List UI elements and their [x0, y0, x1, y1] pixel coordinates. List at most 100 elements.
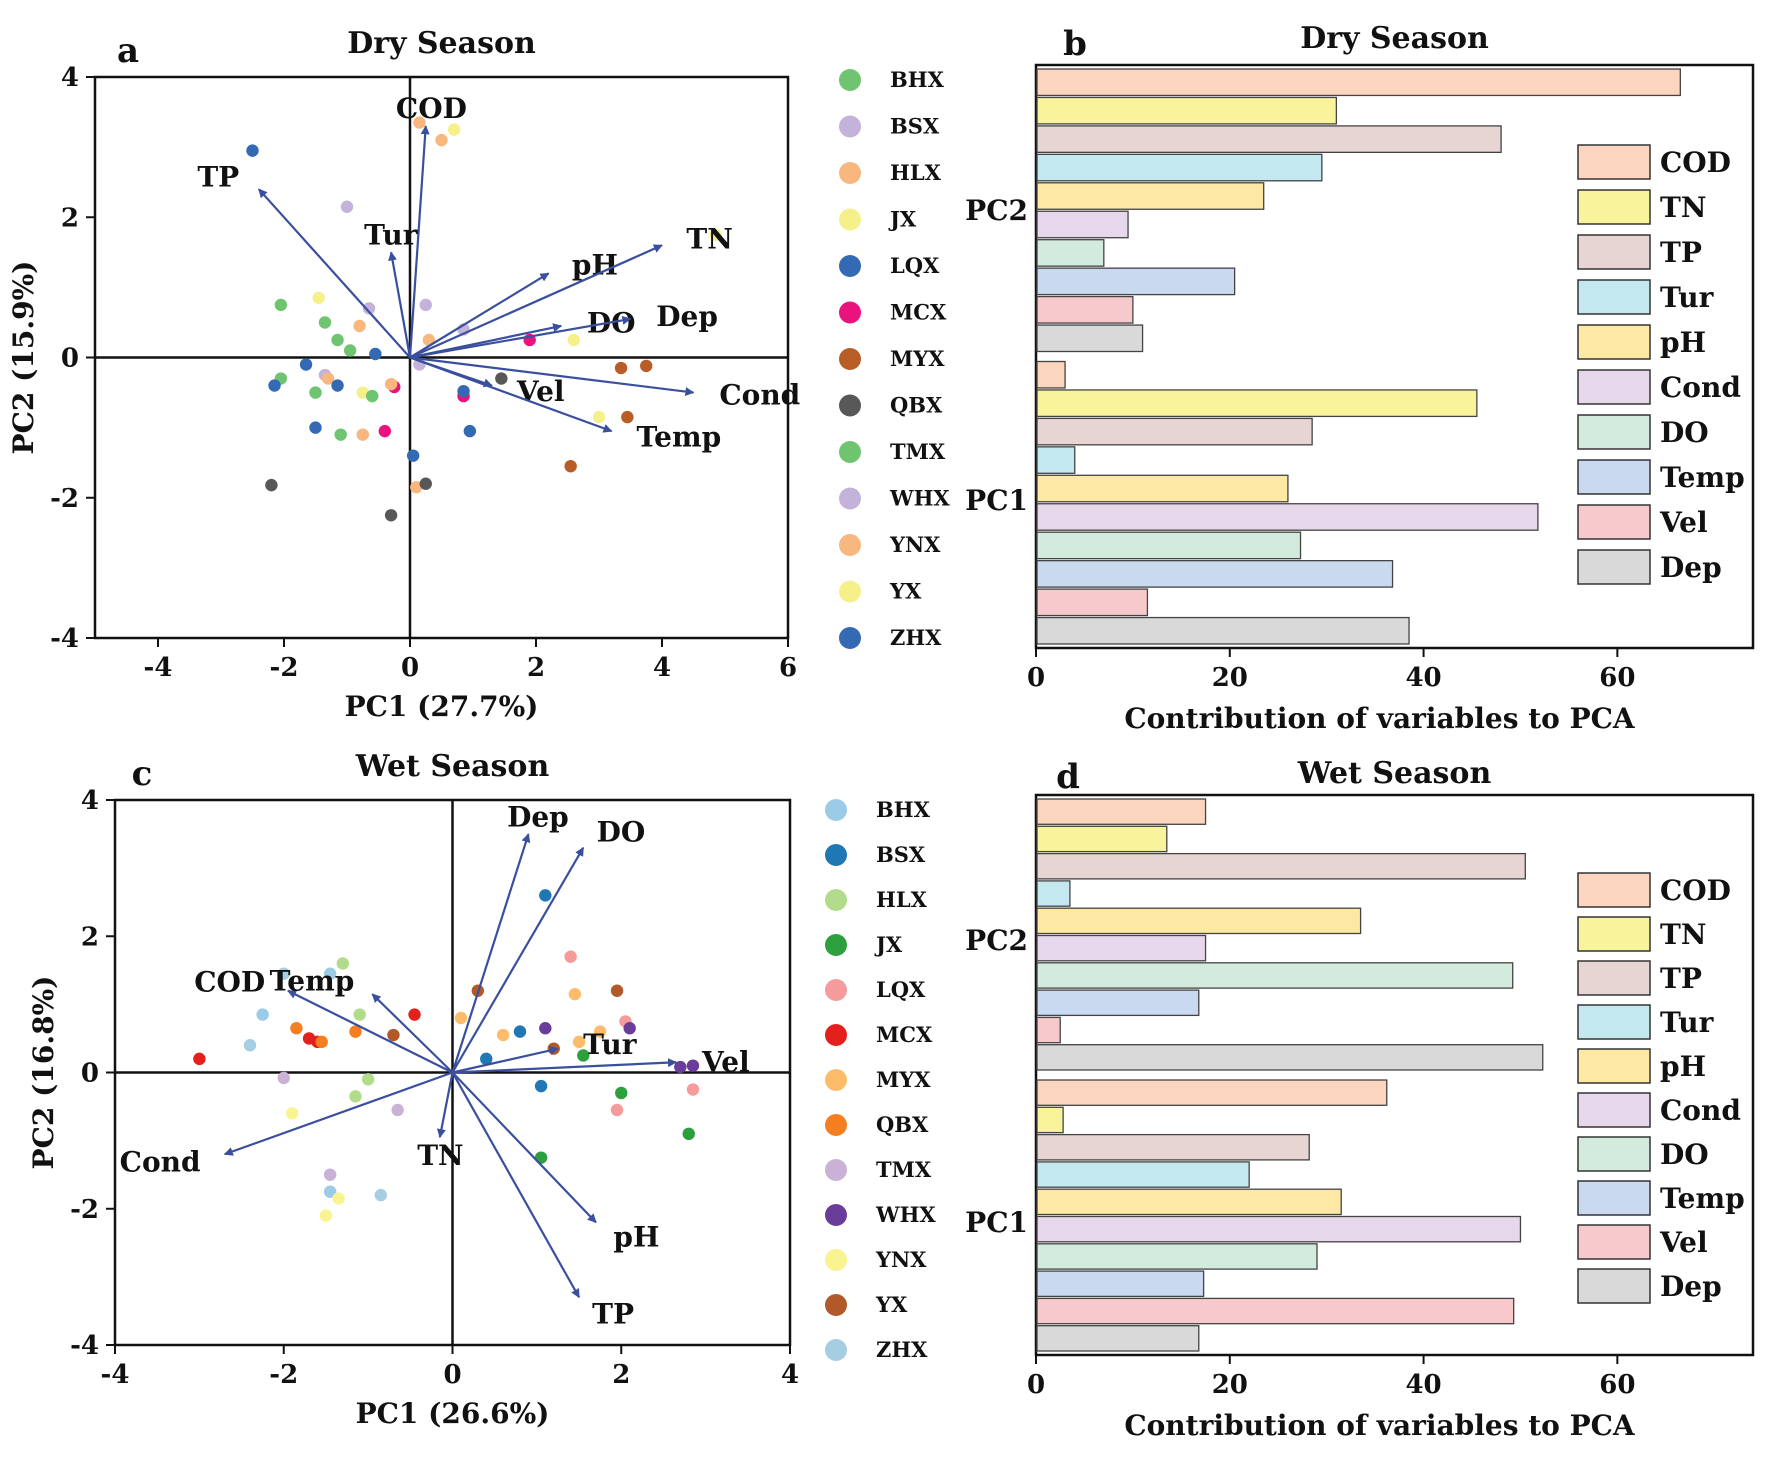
y-tick-label: 0	[81, 1059, 99, 1089]
legend-label-lqx: LQX	[890, 253, 940, 278]
bar-pc2-vel	[1036, 295, 1134, 324]
loading-label-temp: Temp	[637, 421, 722, 454]
bar-pc1-ph	[1036, 1188, 1342, 1216]
data-point-mcx	[408, 1008, 421, 1021]
plot-frame	[1034, 793, 1755, 1357]
data-point-tmx	[334, 428, 347, 441]
legend-marker-yx	[839, 580, 861, 603]
bar-pc1-cond	[1036, 1215, 1522, 1243]
bar-pc2-tn	[1036, 96, 1338, 125]
legend-label-bsx: BSX	[890, 114, 940, 139]
loading-label-tp: TP	[592, 1298, 634, 1331]
bar-pc1-ph	[1036, 474, 1289, 503]
data-point-jx	[356, 386, 369, 399]
plot-frame	[1034, 63, 1755, 650]
bar-pc1-vel	[1036, 588, 1149, 617]
legend-marker-ynx	[839, 534, 861, 556]
loading-arrow-dep	[409, 315, 632, 359]
data-point-qbx	[290, 1022, 303, 1035]
legend-swatch-cond	[1577, 369, 1651, 405]
data-point-bsx	[340, 200, 354, 213]
x-tick-label: -4	[101, 1360, 130, 1390]
loading-arrow-tn	[409, 244, 663, 359]
data-point-qbx	[349, 1025, 362, 1038]
bar-pc1-temp	[1036, 1270, 1205, 1298]
panel-label: c	[132, 754, 153, 794]
legend-marker-mcx	[825, 1024, 847, 1046]
legend-marker-bsx	[839, 115, 861, 138]
data-point-qbx	[315, 1035, 328, 1049]
bar-pc1-tp	[1036, 1133, 1310, 1161]
bar-pc2-temp	[1036, 267, 1236, 296]
legend-label-bhx: BHX	[876, 797, 931, 822]
panel-label: b	[1063, 24, 1087, 64]
loading-arrow-temp	[409, 356, 613, 433]
y-axis-label: PC2 (15.9%)	[7, 261, 40, 455]
data-point-lqx	[610, 1103, 624, 1117]
legend-label-bsx: BSX	[876, 842, 926, 867]
data-point-zhx	[268, 379, 281, 392]
data-point-jx	[577, 1049, 590, 1062]
legend-label-myx: MYX	[876, 1067, 931, 1092]
legend-label-cond: Cond	[1660, 1094, 1741, 1127]
data-point-jx	[312, 291, 325, 305]
legend-label-tmx: TMX	[876, 1157, 932, 1182]
legend-label-cod: COD	[1660, 146, 1731, 179]
legend-label-bhx: BHX	[890, 67, 945, 92]
x-axis-label: Contribution of variables to PCA	[1124, 1409, 1636, 1442]
data-point-zhx	[374, 1188, 387, 1202]
loading-arrow-temp	[371, 993, 454, 1074]
bar-pc2-ph	[1036, 907, 1362, 935]
legend-label-temp: Temp	[1660, 1182, 1745, 1215]
legend-swatch-cod	[1577, 872, 1651, 908]
data-point-zhx	[299, 358, 313, 371]
data-point-ynx	[356, 428, 369, 441]
legend-swatch-temp	[1577, 459, 1651, 495]
bar-pc1-dep	[1036, 616, 1410, 645]
bar-pc1-vel	[1036, 1297, 1515, 1325]
loading-arrow-ph	[451, 1071, 597, 1224]
legend-label-tur: Tur	[1660, 1006, 1715, 1039]
bar-pc2-tp	[1036, 125, 1502, 154]
legend-swatch-tp	[1577, 960, 1651, 996]
x-tick-label: 6	[779, 653, 797, 683]
y-tick-label: 0	[61, 344, 79, 374]
data-point-qbx	[419, 477, 432, 490]
bar-pc2-cod	[1036, 68, 1681, 97]
legend-marker-hlx	[839, 162, 861, 184]
data-point-ynx	[384, 377, 398, 391]
legend-swatch-dep	[1577, 1268, 1651, 1304]
bar-pc2-tur	[1036, 880, 1071, 907]
x-tick-label: -2	[269, 1360, 298, 1390]
legend-swatch-dep	[1577, 549, 1651, 585]
legend-marker-qbx	[839, 394, 861, 417]
legend-label-tur: Tur	[1660, 281, 1715, 314]
legend-label-myx: MYX	[890, 346, 945, 371]
loading-arrow-cod	[287, 989, 453, 1074]
bar-pc1-dep	[1036, 1325, 1200, 1352]
data-point-whx	[674, 1060, 687, 1074]
loading-label-ph: pH	[572, 249, 618, 282]
x-tick-label: 2	[527, 653, 545, 683]
legend-marker-ynx	[825, 1249, 847, 1271]
y-tick-label: -2	[70, 1195, 99, 1225]
y-tick-label: 4	[61, 63, 79, 93]
data-point-bhx	[256, 1008, 269, 1021]
bar-pc1-tp	[1036, 417, 1313, 446]
x-tick-label: 60	[1599, 1370, 1635, 1400]
x-tick-label: -2	[270, 653, 299, 683]
bar-pc1-tur	[1036, 1161, 1250, 1188]
legend-label-zhx: ZHX	[876, 1337, 928, 1362]
x-axis-label: Contribution of variables to PCA	[1124, 702, 1636, 735]
bar-pc1-temp	[1036, 560, 1394, 588]
data-point-yx	[387, 1028, 400, 1042]
legend-label-yx: YX	[875, 1292, 908, 1317]
bar-pc2-tn	[1036, 825, 1168, 853]
loading-arrow-vel	[452, 1058, 677, 1074]
data-point-myx	[572, 1035, 586, 1049]
data-point-bhx	[331, 333, 344, 347]
data-point-hlx	[349, 1090, 362, 1103]
loading-arrow-tur	[388, 251, 412, 358]
y-tick-label: 4	[81, 786, 99, 816]
y-axis-label: PC2 (16.8%)	[27, 976, 60, 1170]
